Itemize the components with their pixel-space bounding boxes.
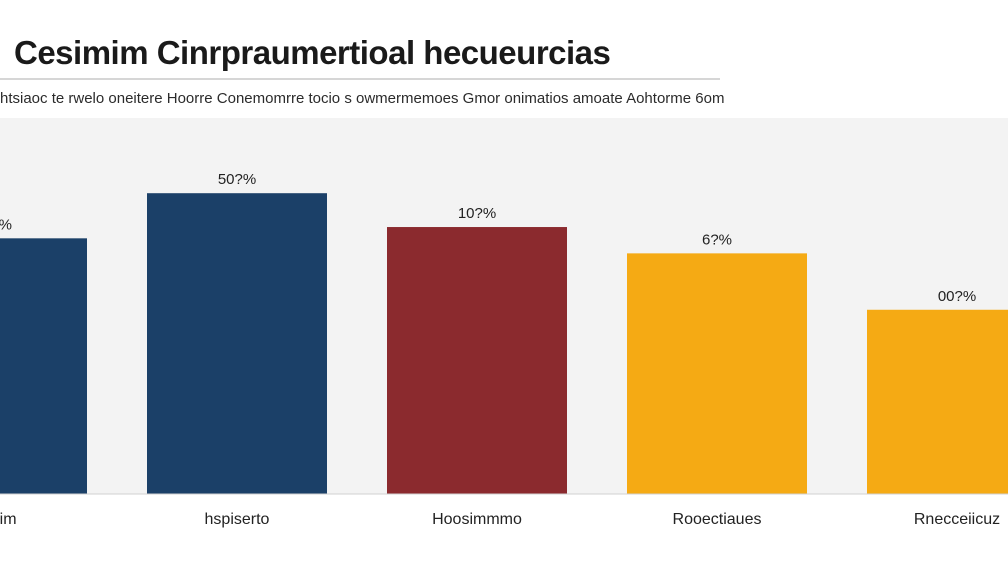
bar-3 (387, 227, 567, 495)
data-label-2: 50?% (218, 171, 256, 188)
data-label-5: 00?% (938, 288, 976, 305)
data-label-1: 0?% (0, 216, 12, 233)
data-label-4: 6?% (702, 231, 732, 248)
bar-1 (0, 238, 87, 494)
bar-2 (147, 193, 327, 494)
x-tick-label-1: resim (0, 511, 17, 528)
data-label-3: 10?% (458, 205, 496, 222)
bar-5 (867, 309, 1008, 494)
x-tick-label-5: Rnecceiicuz (914, 511, 1000, 528)
bar-4 (627, 253, 807, 494)
x-tick-label-4: Rooectiaues (673, 511, 762, 528)
chart-title: Cesimim Cinrpraumertioal hecueurcias (14, 34, 611, 71)
title-divider (0, 78, 720, 80)
x-tick-label-3: Hoosimmmo (432, 511, 522, 528)
x-tick-label-2: hspiserto (205, 511, 270, 528)
chart-subtitle: htsiaoc te rwelo oneitere Hoorre Conemom… (0, 90, 725, 107)
